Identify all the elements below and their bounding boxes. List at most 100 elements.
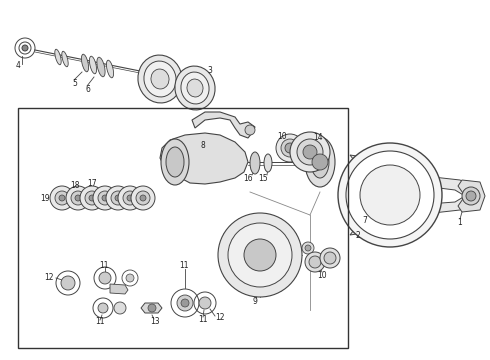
Circle shape bbox=[245, 125, 255, 135]
Circle shape bbox=[61, 276, 75, 290]
Text: 12: 12 bbox=[45, 274, 54, 283]
Text: 11: 11 bbox=[198, 315, 208, 324]
Circle shape bbox=[338, 143, 442, 247]
Circle shape bbox=[118, 186, 142, 210]
Text: 10: 10 bbox=[317, 270, 327, 279]
Circle shape bbox=[131, 186, 155, 210]
Circle shape bbox=[50, 186, 74, 210]
Circle shape bbox=[85, 191, 99, 205]
Circle shape bbox=[281, 139, 299, 157]
Circle shape bbox=[102, 195, 108, 201]
Ellipse shape bbox=[151, 69, 169, 89]
Text: 15: 15 bbox=[258, 174, 268, 183]
Circle shape bbox=[59, 195, 65, 201]
Text: 17: 17 bbox=[87, 179, 97, 188]
Circle shape bbox=[466, 191, 476, 201]
Circle shape bbox=[93, 186, 117, 210]
Text: 9: 9 bbox=[252, 297, 257, 306]
Ellipse shape bbox=[90, 56, 97, 74]
Circle shape bbox=[99, 272, 111, 284]
Circle shape bbox=[136, 191, 150, 205]
Ellipse shape bbox=[62, 51, 68, 67]
Text: 3: 3 bbox=[208, 66, 213, 75]
Circle shape bbox=[115, 195, 121, 201]
Polygon shape bbox=[110, 284, 128, 294]
Circle shape bbox=[75, 195, 81, 201]
Circle shape bbox=[123, 191, 137, 205]
Ellipse shape bbox=[106, 60, 114, 78]
Circle shape bbox=[346, 151, 434, 239]
Circle shape bbox=[22, 45, 28, 51]
Circle shape bbox=[126, 274, 134, 282]
Circle shape bbox=[177, 295, 193, 311]
Ellipse shape bbox=[311, 146, 329, 178]
Circle shape bbox=[462, 187, 480, 205]
Circle shape bbox=[106, 186, 130, 210]
Circle shape bbox=[244, 239, 276, 271]
Ellipse shape bbox=[138, 55, 182, 103]
Circle shape bbox=[305, 245, 311, 251]
Circle shape bbox=[148, 304, 156, 312]
Circle shape bbox=[303, 145, 317, 159]
Ellipse shape bbox=[166, 147, 184, 177]
Polygon shape bbox=[350, 148, 395, 168]
Circle shape bbox=[80, 186, 104, 210]
Polygon shape bbox=[458, 180, 485, 212]
Circle shape bbox=[89, 195, 95, 201]
Text: 18: 18 bbox=[70, 180, 80, 189]
Ellipse shape bbox=[264, 154, 272, 172]
Circle shape bbox=[360, 165, 420, 225]
Circle shape bbox=[305, 252, 325, 272]
Ellipse shape bbox=[250, 152, 260, 174]
Text: 1: 1 bbox=[458, 217, 463, 226]
Circle shape bbox=[66, 186, 90, 210]
Circle shape bbox=[199, 297, 211, 309]
Circle shape bbox=[218, 213, 302, 297]
Ellipse shape bbox=[181, 72, 209, 104]
Ellipse shape bbox=[175, 66, 215, 110]
Circle shape bbox=[290, 132, 330, 172]
Bar bbox=[18, 108, 348, 348]
Text: 13: 13 bbox=[150, 318, 160, 327]
Circle shape bbox=[309, 256, 321, 268]
Circle shape bbox=[297, 139, 323, 165]
Text: 2: 2 bbox=[356, 230, 360, 239]
Polygon shape bbox=[192, 112, 255, 138]
Text: 10: 10 bbox=[277, 131, 287, 140]
Ellipse shape bbox=[97, 57, 105, 77]
Text: 5: 5 bbox=[73, 78, 77, 87]
Ellipse shape bbox=[55, 49, 61, 65]
Circle shape bbox=[320, 248, 340, 268]
Ellipse shape bbox=[144, 61, 176, 97]
Circle shape bbox=[55, 191, 69, 205]
Polygon shape bbox=[141, 303, 162, 313]
Polygon shape bbox=[160, 133, 248, 184]
Circle shape bbox=[98, 303, 108, 313]
Text: 4: 4 bbox=[16, 60, 21, 69]
Circle shape bbox=[181, 299, 189, 307]
Polygon shape bbox=[350, 222, 395, 242]
Text: 6: 6 bbox=[86, 85, 91, 94]
Circle shape bbox=[324, 252, 336, 264]
Polygon shape bbox=[415, 175, 480, 215]
Circle shape bbox=[98, 191, 112, 205]
Circle shape bbox=[228, 223, 292, 287]
Circle shape bbox=[140, 195, 146, 201]
Ellipse shape bbox=[305, 137, 335, 187]
Text: 11: 11 bbox=[179, 261, 189, 270]
Text: 19: 19 bbox=[40, 194, 50, 202]
Ellipse shape bbox=[161, 139, 189, 185]
Circle shape bbox=[114, 302, 126, 314]
Text: 16: 16 bbox=[243, 174, 253, 183]
Ellipse shape bbox=[81, 54, 89, 72]
Text: 11: 11 bbox=[95, 318, 105, 327]
Circle shape bbox=[127, 195, 133, 201]
Text: 7: 7 bbox=[362, 216, 367, 225]
Text: 12: 12 bbox=[215, 314, 224, 323]
Text: 8: 8 bbox=[200, 140, 205, 149]
Circle shape bbox=[276, 134, 304, 162]
Circle shape bbox=[285, 143, 295, 153]
Circle shape bbox=[312, 154, 328, 170]
Circle shape bbox=[71, 191, 85, 205]
Ellipse shape bbox=[187, 79, 203, 97]
